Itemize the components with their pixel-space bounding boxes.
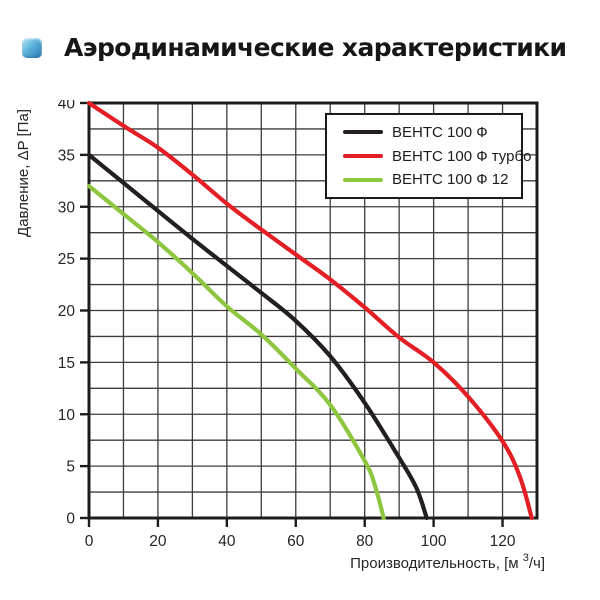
series-curve-1 bbox=[86, 100, 534, 521]
x-tick-label: 0 bbox=[85, 533, 94, 550]
legend-item-vents-100-f-turbo: ВЕНТС 100 Ф турбо bbox=[343, 148, 531, 165]
legend-label: ВЕНТС 100 Ф bbox=[392, 123, 488, 141]
series-curve-0 bbox=[86, 152, 429, 521]
legend-swatch-green bbox=[343, 177, 383, 182]
chart-legend: ВЕНТС 100 Ф ВЕНТС 100 Ф турбо ВЕНТС 100 … bbox=[325, 113, 531, 199]
y-tick-label: 30 bbox=[58, 199, 76, 216]
y-tick-label: 0 bbox=[66, 511, 75, 528]
x-tick-label: 60 bbox=[287, 533, 305, 550]
y-tick-label: 25 bbox=[58, 251, 75, 268]
y-tick-label: 15 bbox=[58, 355, 75, 372]
bullet-icon bbox=[22, 38, 42, 58]
x-tick-label: 120 bbox=[490, 533, 516, 550]
legend-label: ВЕНТС 100 Ф 12 bbox=[392, 171, 509, 189]
x-tick-label: 80 bbox=[356, 533, 374, 550]
legend-label: ВЕНТС 100 Ф турбо bbox=[392, 147, 532, 165]
y-tick-label: 20 bbox=[58, 303, 76, 320]
y-tick-label: 35 bbox=[58, 147, 75, 164]
legend-swatch-black bbox=[343, 130, 383, 135]
x-tick-label: 40 bbox=[218, 533, 236, 550]
x-axis-title: Производительность, [м 3/ч] bbox=[350, 552, 545, 572]
legend-swatch-red bbox=[343, 154, 383, 158]
y-tick-label: 40 bbox=[58, 100, 76, 113]
plot-frame bbox=[87, 101, 539, 520]
y-tick-label: 5 bbox=[66, 459, 75, 476]
series-curves bbox=[86, 100, 534, 521]
legend-item-vents-100-f-12: ВЕНТС 100 Ф 12 bbox=[343, 171, 515, 188]
y-tick-label: 10 bbox=[58, 407, 76, 424]
legend-item-vents-100-f: ВЕНТС 100 Ф bbox=[343, 124, 515, 141]
y-axis-title: Давление, ΔP [Па] bbox=[15, 109, 32, 237]
page-title: Аэродинамические характеристики bbox=[64, 33, 567, 62]
x-tick-label: 100 bbox=[421, 533, 447, 550]
x-tick-label: 20 bbox=[149, 533, 167, 550]
series-curve-2 bbox=[86, 183, 386, 521]
axis-tick-labels: 0 5 10 15 20 25 30 35 40 0 20 40 60 80 100 120 bbox=[58, 100, 516, 550]
